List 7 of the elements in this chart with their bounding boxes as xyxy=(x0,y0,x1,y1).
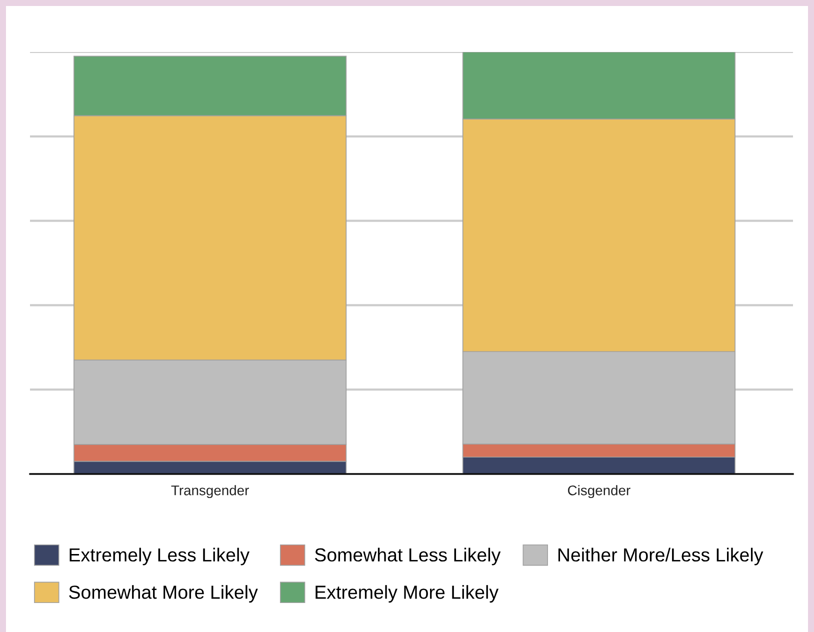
legend-label: Extremely Less Likely xyxy=(70,548,250,566)
x-tick-label: Transgender xyxy=(171,485,249,498)
x-tick-label: Cisgender xyxy=(568,485,630,498)
legend-label: Extremely More Likely xyxy=(316,585,499,603)
legend-label: Neither More/Less Likely xyxy=(558,548,764,566)
legend-label: Somewhat Less Likely xyxy=(314,548,501,566)
legend-label: Somewhat More Likely xyxy=(69,585,258,603)
